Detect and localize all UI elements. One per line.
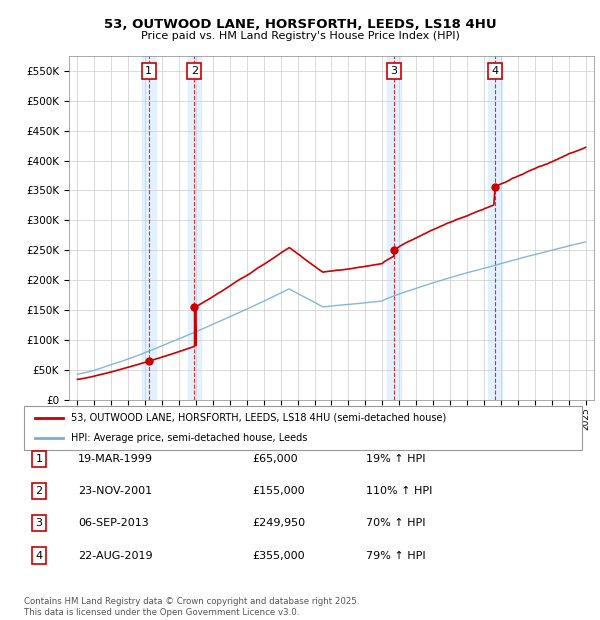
Text: £249,950: £249,950 (252, 518, 305, 528)
Text: 1: 1 (35, 454, 43, 464)
Text: 53, OUTWOOD LANE, HORSFORTH, LEEDS, LS18 4HU (semi-detached house): 53, OUTWOOD LANE, HORSFORTH, LEEDS, LS18… (71, 413, 446, 423)
Text: 1: 1 (145, 66, 152, 76)
FancyBboxPatch shape (24, 406, 582, 450)
Bar (142, 56, 155, 400)
Text: 3: 3 (391, 66, 397, 76)
Text: 3: 3 (35, 518, 43, 528)
Bar (188, 56, 201, 400)
Text: 4: 4 (35, 551, 43, 560)
Bar (488, 56, 502, 400)
Text: Price paid vs. HM Land Registry's House Price Index (HPI): Price paid vs. HM Land Registry's House … (140, 31, 460, 41)
Text: Contains HM Land Registry data © Crown copyright and database right 2025.
This d: Contains HM Land Registry data © Crown c… (24, 598, 359, 617)
Text: £355,000: £355,000 (252, 551, 305, 560)
Text: HPI: Average price, semi-detached house, Leeds: HPI: Average price, semi-detached house,… (71, 433, 308, 443)
Text: 53, OUTWOOD LANE, HORSFORTH, LEEDS, LS18 4HU: 53, OUTWOOD LANE, HORSFORTH, LEEDS, LS18… (104, 19, 496, 31)
Text: 22-AUG-2019: 22-AUG-2019 (78, 551, 152, 560)
Text: 2: 2 (191, 66, 198, 76)
Text: 2: 2 (35, 486, 43, 496)
Text: 19-MAR-1999: 19-MAR-1999 (78, 454, 153, 464)
Text: 23-NOV-2001: 23-NOV-2001 (78, 486, 152, 496)
Text: £155,000: £155,000 (252, 486, 305, 496)
Text: 19% ↑ HPI: 19% ↑ HPI (366, 454, 425, 464)
Bar (387, 56, 401, 400)
Text: 110% ↑ HPI: 110% ↑ HPI (366, 486, 433, 496)
Text: 79% ↑ HPI: 79% ↑ HPI (366, 551, 425, 560)
Text: 4: 4 (491, 66, 499, 76)
Text: 06-SEP-2013: 06-SEP-2013 (78, 518, 149, 528)
Text: 70% ↑ HPI: 70% ↑ HPI (366, 518, 425, 528)
Text: £65,000: £65,000 (252, 454, 298, 464)
